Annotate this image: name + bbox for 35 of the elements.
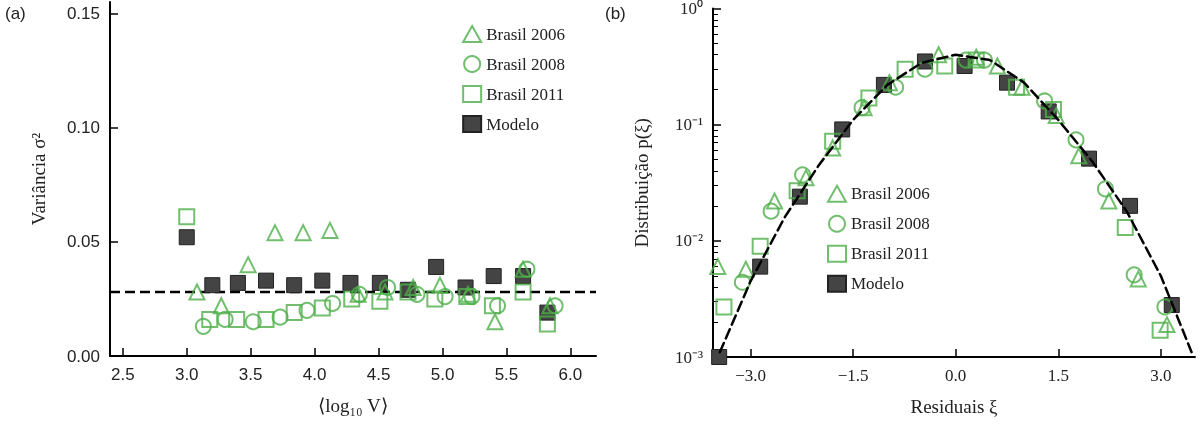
x-tick-label: 2.5 bbox=[110, 365, 135, 384]
x-tick-label: 6.0 bbox=[558, 365, 583, 384]
legend-label: Brasil 2008 bbox=[486, 54, 565, 74]
chart-title: (a) bbox=[5, 4, 26, 23]
legend-label: Brasil 2008 bbox=[851, 214, 930, 234]
x-tick-label: 3.0 bbox=[1150, 366, 1172, 385]
chart-title: (b) bbox=[605, 4, 626, 23]
y-tick-label: 0.15 bbox=[66, 3, 100, 23]
legend-label: Brasil 2006 bbox=[486, 24, 565, 44]
x-tick-label: 0.0 bbox=[945, 366, 967, 385]
y-tick-label: 10⁰ bbox=[680, 0, 703, 18]
x-tick-label: −3.0 bbox=[735, 366, 767, 385]
legend-label: Brasil 2011 bbox=[851, 244, 930, 264]
x-tick-label: 4.0 bbox=[302, 365, 327, 384]
y-axis-title: Variância σ² bbox=[28, 132, 49, 226]
legend-label: Brasil 2011 bbox=[486, 84, 565, 104]
x-tick-label: 5.5 bbox=[494, 365, 519, 384]
legend-label: Brasil 2006 bbox=[851, 184, 930, 204]
legend-label: Modelo bbox=[486, 114, 540, 134]
x-axis-title: Residuais ξ bbox=[910, 396, 999, 417]
x-tick-label: 4.5 bbox=[366, 365, 391, 384]
y-tick-label: 10⁻² bbox=[674, 231, 703, 251]
x-tick-label: −1.5 bbox=[837, 366, 869, 385]
y-axis-title: Distribuição p(ξ) bbox=[631, 118, 653, 248]
legend-label: Modelo bbox=[851, 274, 904, 294]
x-axis-title: ⟨log₁₀ V⟩ bbox=[318, 395, 388, 416]
x-tick-label: 1.5 bbox=[1047, 366, 1069, 385]
x-tick-label: 3.0 bbox=[174, 365, 199, 384]
y-tick-label: 0.10 bbox=[66, 118, 100, 138]
y-tick-label: 10⁻³ bbox=[674, 347, 703, 367]
y-tick-label: 10⁻¹ bbox=[674, 115, 703, 135]
x-tick-label: 5.0 bbox=[430, 365, 455, 384]
y-tick-label: 0.00 bbox=[66, 346, 100, 366]
y-tick-label: 0.05 bbox=[66, 232, 100, 252]
x-tick-label: 3.5 bbox=[238, 365, 263, 384]
